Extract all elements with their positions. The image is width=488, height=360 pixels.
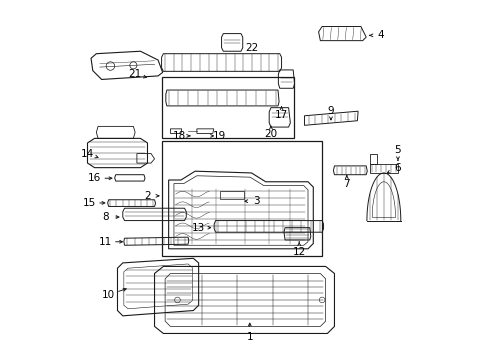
Bar	[161, 141, 322, 256]
Text: 14: 14	[81, 149, 94, 158]
Text: 2: 2	[144, 191, 150, 201]
Text: 20: 20	[264, 129, 277, 139]
Bar	[161, 77, 293, 138]
Text: 5: 5	[394, 145, 401, 155]
Text: 8: 8	[102, 212, 108, 222]
Text: 3: 3	[253, 196, 260, 206]
Text: 17: 17	[274, 110, 287, 120]
Text: 1: 1	[246, 332, 253, 342]
Text: 18: 18	[172, 131, 185, 141]
Text: 7: 7	[343, 179, 349, 189]
Text: 16: 16	[88, 173, 101, 183]
Text: 4: 4	[376, 30, 383, 40]
Text: 10: 10	[102, 290, 115, 300]
Text: 9: 9	[327, 106, 334, 116]
Text: 19: 19	[213, 131, 226, 141]
Text: 11: 11	[98, 237, 112, 247]
Text: 22: 22	[244, 43, 258, 53]
Text: 12: 12	[292, 247, 305, 257]
Text: 21: 21	[128, 69, 142, 79]
Bar	[219, 190, 244, 199]
Text: 15: 15	[82, 198, 96, 208]
Text: 13: 13	[192, 222, 205, 233]
Text: 6: 6	[394, 163, 401, 173]
